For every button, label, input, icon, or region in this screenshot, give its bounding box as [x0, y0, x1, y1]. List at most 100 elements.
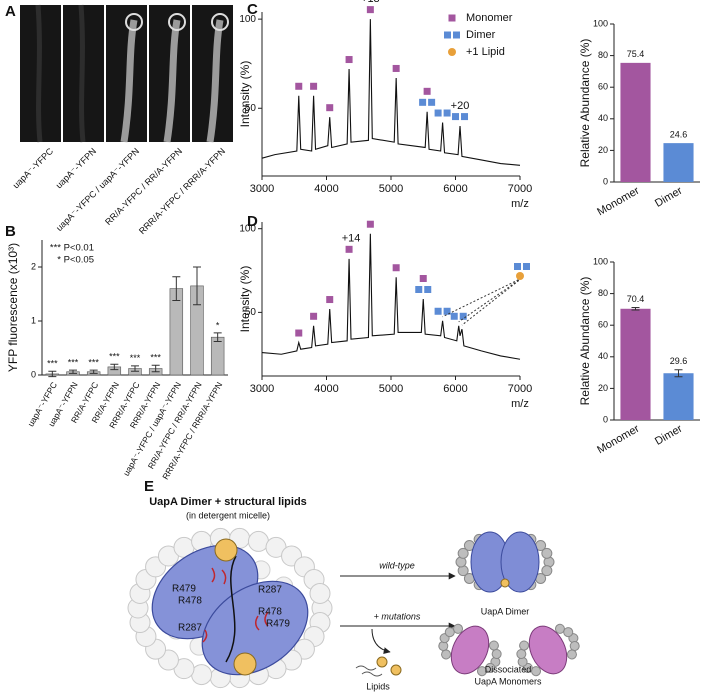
dimer-icon	[455, 531, 555, 593]
value-label: 70.4	[627, 294, 645, 304]
micelle-bead	[247, 530, 269, 552]
monomers-label: UapA Monomers	[474, 676, 542, 686]
micelle-bead	[191, 664, 213, 686]
bar	[663, 373, 694, 420]
dimer-marker	[415, 286, 423, 293]
dimer-marker	[428, 98, 436, 106]
significance-label: *	[216, 320, 220, 330]
protein-lobe	[500, 531, 540, 593]
error-bar	[674, 369, 683, 378]
x-tick-label: Monomer	[595, 185, 642, 219]
diagram-title: UapA Dimer + structural lipids	[149, 496, 307, 508]
micelle-bead	[554, 623, 565, 634]
hypha	[78, 4, 86, 143]
hypha	[206, 19, 224, 143]
x-tick-label: 4000	[314, 383, 338, 395]
monomer-marker	[345, 245, 353, 253]
error-bar	[193, 266, 201, 306]
significance-label: ***	[150, 353, 161, 363]
y-tick-label: 2	[31, 261, 36, 271]
y-tick-label: 1	[31, 315, 36, 325]
x-tick-label: 3000	[250, 183, 274, 195]
legend-text: +1 Lipid	[466, 46, 505, 58]
dimer-marker	[452, 113, 460, 121]
y-tick-label: 20	[598, 145, 608, 155]
hypha	[35, 4, 43, 143]
y-axis-label: YFP fluorescence (x10³)	[6, 243, 20, 372]
dimer-marker	[434, 307, 442, 315]
y-tick-label: 80	[598, 50, 608, 60]
legend-swatch	[448, 14, 456, 22]
micelle-bead	[541, 547, 553, 559]
monomer-marker	[310, 82, 318, 90]
y-tick-label: 100	[593, 256, 608, 266]
protein-monomer	[450, 625, 490, 675]
lipid	[390, 664, 402, 676]
lipids-label: Lipids	[366, 681, 390, 691]
panel-label: B	[5, 223, 16, 240]
panel-label: A	[5, 3, 16, 20]
y-axis-label: Relative Abundance (%)	[578, 39, 592, 168]
x-tick-label: Monomer	[595, 423, 642, 457]
micelle-bead	[531, 666, 542, 677]
image-label: RRR/A-YFPC / RRR/A-YFPN	[137, 146, 227, 236]
interface-line	[225, 555, 237, 663]
x-tick-label: 7000	[508, 383, 532, 395]
monomers-label: Dissociated	[485, 664, 532, 674]
residue-label: R287	[178, 623, 202, 634]
legend-text: Dimer	[466, 29, 496, 41]
micelle-bead	[563, 627, 574, 638]
panel-label: E	[144, 478, 154, 495]
x-tick-label: 7000	[508, 183, 532, 195]
arrow-label: wild-type	[379, 560, 415, 570]
micelle-bead	[476, 666, 487, 677]
value-label: 75.4	[627, 49, 645, 59]
micelle-bead	[519, 640, 530, 651]
panel-label: D	[247, 213, 258, 230]
legend-text: *** P<0.01	[50, 243, 94, 254]
hypha	[120, 19, 138, 143]
y-tick-label: 60	[598, 82, 608, 92]
error-bar	[48, 370, 57, 378]
dimer-marker	[450, 312, 458, 320]
dimer-marker	[424, 286, 432, 293]
value-label: 24.6	[670, 130, 688, 140]
lipid-link	[442, 277, 523, 318]
residue-sidechain	[202, 567, 269, 643]
charge-label: +14	[342, 233, 361, 245]
image-label: uapA⁻-YFPC	[11, 146, 56, 191]
monomer-marker	[345, 56, 353, 64]
residue-label: R478	[258, 607, 282, 618]
error-bar	[69, 369, 77, 374]
y-tick-label: 40	[598, 113, 608, 123]
micelle-bead	[491, 648, 502, 659]
y-axis-label: Intensity (%)	[238, 266, 252, 333]
dimer-marker	[443, 307, 451, 315]
legend-swatch	[444, 31, 451, 39]
micelle-bead	[441, 649, 452, 660]
residue-label: R479	[172, 584, 196, 595]
diagram-subtitle: (in detergent micelle)	[186, 510, 270, 520]
monomer-marker	[392, 64, 400, 72]
dimer-marker	[514, 263, 521, 270]
y-tick-label: 50	[245, 307, 257, 318]
panel-e: UapA Dimer + structural lipids (in deter…	[127, 496, 580, 691]
significance-label: ***	[88, 358, 99, 368]
legend-swatch	[448, 48, 456, 56]
micelle-bead	[569, 641, 580, 652]
lipid	[500, 578, 510, 588]
micelle-bead	[309, 582, 331, 604]
y-tick-label: 60	[598, 320, 608, 330]
legend-text: Monomer	[466, 12, 513, 24]
y-tick-label: 100	[239, 14, 256, 25]
image-label: RR/A-YFPC / RR/A-YFPN	[103, 146, 184, 227]
dimer-marker	[419, 98, 427, 106]
protein-monomer	[528, 625, 568, 675]
x-tick-label: 4000	[314, 183, 338, 195]
significance-label: ***	[47, 359, 58, 369]
lipid-link	[461, 277, 523, 326]
error-bar	[631, 307, 640, 311]
dimer-label: UapA Dimer	[481, 606, 530, 616]
hypha-tip	[125, 13, 143, 31]
error-bar	[131, 365, 139, 372]
